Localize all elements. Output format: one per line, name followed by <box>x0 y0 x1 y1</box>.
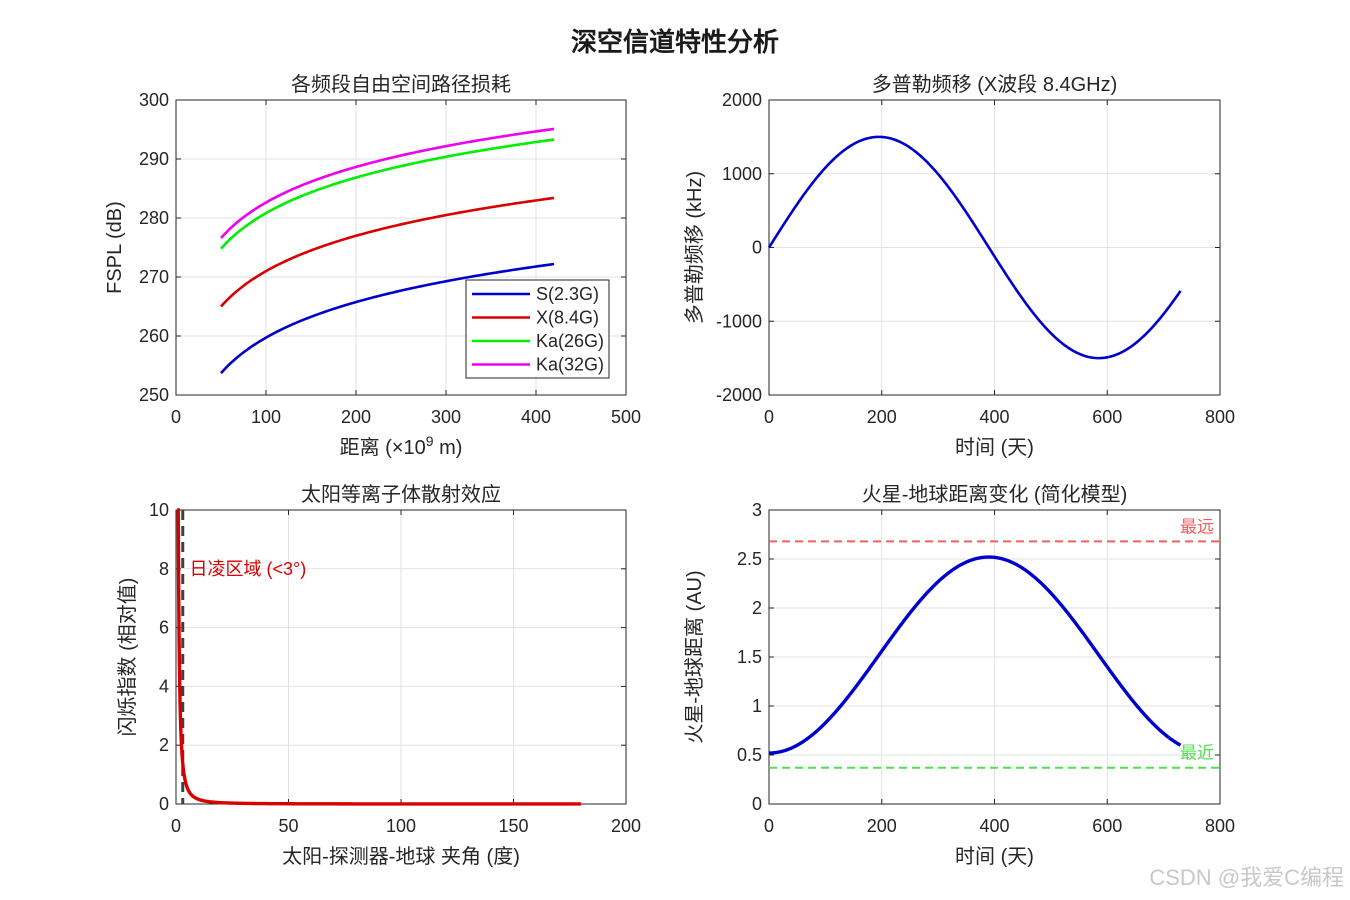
plasma-series-line <box>176 508 581 806</box>
doppler-series-line <box>767 135 1182 360</box>
doppler-xtick-label: 0 <box>764 407 774 427</box>
distance-title: 火星-地球距离变化 (简化模型) <box>862 483 1128 506</box>
distance-reference-label-1: 最近 <box>1180 744 1214 763</box>
fspl-title: 各频段自由空间路径损耗 <box>291 73 511 96</box>
doppler-xtick-label: 800 <box>1205 407 1235 427</box>
fspl-ylabel: FSPL (dB) <box>104 201 126 294</box>
distance-ytick-label: 0 <box>752 794 762 814</box>
plasma-xtick-label: 200 <box>611 816 641 836</box>
doppler-xlabel: 时间 (天) <box>955 436 1034 459</box>
fspl-ytick-label: 260 <box>139 326 169 346</box>
distance-ytick-label: 2.5 <box>737 549 762 569</box>
doppler-axes: 0 200 400 600 800 -2000 -1000 0 1000 2000 多普勒频移 (X… <box>683 73 1235 459</box>
doppler-ytick-label: 2000 <box>722 90 762 110</box>
fspl-xtick-label: 0 <box>171 407 181 427</box>
distance-axes: 0 200 400 600 800 0 0.5 1 1.5 2 2.5 3 火星-地球距离变化 (简化模… <box>683 483 1235 868</box>
plasma-ytick-label: 8 <box>159 559 169 579</box>
distance-xtick-label: 400 <box>979 816 1009 836</box>
fspl-xtick-label: 200 <box>341 407 371 427</box>
plasma-xlabel: 太阳-探测器-地球 夹角 (度) <box>282 845 520 868</box>
fspl-series-line-3 <box>220 127 555 239</box>
fspl-xtick-label: 300 <box>431 407 461 427</box>
distance-reference-label-0: 最远 <box>1180 517 1214 536</box>
fspl-ytick-label: 290 <box>139 149 169 169</box>
fspl-legend-label: Ka(32G) <box>536 355 604 375</box>
fspl-legend-label: X(8.4G) <box>536 308 599 328</box>
doppler-ylabel: 多普勒频移 (kHz) <box>683 171 706 324</box>
plasma-ytick-label: 2 <box>159 735 169 755</box>
plasma-xtick-label: 50 <box>278 816 298 836</box>
csdn-watermark: CSDN @我爱C编程 <box>1149 865 1344 890</box>
distance-ytick-label: 2 <box>752 598 762 618</box>
fspl-legend-box <box>465 279 610 379</box>
doppler-ytick-label: 0 <box>752 238 762 258</box>
doppler-ytick-label: -2000 <box>716 385 762 405</box>
fspl-legend-label: S(2.3G) <box>536 284 599 304</box>
fspl-series-line-2 <box>220 138 555 250</box>
distance-xtick-label: 0 <box>764 816 774 836</box>
distance-xtick-label: 600 <box>1092 816 1122 836</box>
doppler-xtick-label: 600 <box>1092 407 1122 427</box>
distance-xlabel: 时间 (天) <box>955 845 1034 868</box>
distance-xtick-label: 800 <box>1205 816 1235 836</box>
distance-series-line <box>768 555 1182 755</box>
fspl-series-line-1 <box>220 196 555 308</box>
fspl-xtick-label: 500 <box>611 407 641 427</box>
doppler-xtick-label: 400 <box>979 407 1009 427</box>
plasma-xtick-label: 100 <box>386 816 416 836</box>
plasma-xtick-label: 0 <box>171 816 181 836</box>
doppler-ytick-label: 1000 <box>722 164 762 184</box>
distance-ylabel: 火星-地球距离 (AU) <box>683 570 706 743</box>
fspl-legend-label: Ka(26G) <box>536 331 604 351</box>
fspl-xtick-label: 400 <box>521 407 551 427</box>
plasma-ytick-label: 4 <box>159 676 169 696</box>
plasma-ytick-label: 0 <box>159 794 169 814</box>
distance-ytick-label: 3 <box>752 500 762 520</box>
plasma-annotation-text: 日凌区域 (<3°) <box>190 559 307 579</box>
doppler-ytick-label: -1000 <box>716 311 762 331</box>
fspl-xlabel: 距离 (×109 m) <box>340 433 463 459</box>
plasma-ytick-label: 10 <box>149 500 169 520</box>
plasma-xtick-label: 150 <box>498 816 528 836</box>
fspl-series-line-0 <box>220 262 555 375</box>
plasma-ylabel: 闪烁指数 (相对值) <box>116 578 139 737</box>
fspl-ytick-label: 250 <box>139 385 169 405</box>
distance-ytick-label: 1.5 <box>737 647 762 667</box>
fspl-frame <box>175 99 627 396</box>
doppler-xtick-label: 200 <box>867 407 897 427</box>
plasma-title: 太阳等离子体散射效应 <box>301 483 501 506</box>
fspl-ytick-label: 300 <box>139 90 169 110</box>
plasma-ytick-label: 6 <box>159 618 169 638</box>
distance-ytick-label: 1 <box>752 696 762 716</box>
distance-ytick-label: 0.5 <box>737 745 762 765</box>
figure-suptitle: 深空信道特性分析 <box>570 28 779 58</box>
fspl-axes: 0 100 200 300 400 500 250 260 270 280 290 300 各频段自由空… <box>104 73 641 459</box>
fspl-xtick-label: 100 <box>251 407 281 427</box>
fspl-ytick-label: 270 <box>139 267 169 287</box>
fspl-ytick-label: 280 <box>139 208 169 228</box>
doppler-title: 多普勒频移 (X波段 8.4GHz) <box>872 73 1118 96</box>
distance-xtick-label: 200 <box>867 816 897 836</box>
